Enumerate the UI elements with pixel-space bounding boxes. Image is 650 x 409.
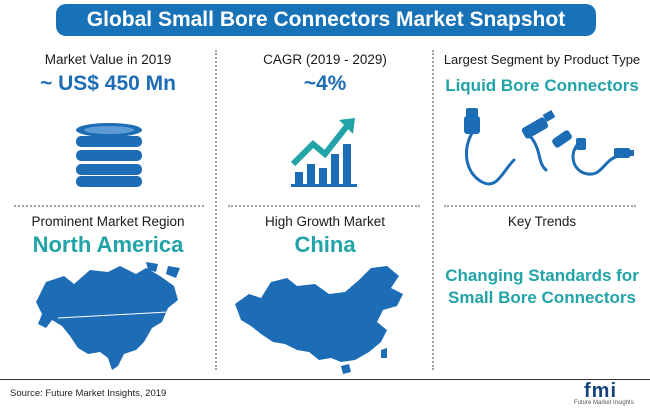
- market-value-amount: ~ US$ 450 Mn: [40, 72, 176, 95]
- fmi-logo: fmi Future Market Insights: [570, 380, 640, 408]
- column-divider-right: [432, 50, 434, 370]
- logo-subtitle: Future Market Insights: [574, 400, 634, 406]
- row-divider-left: [14, 205, 204, 207]
- column-divider-left: [215, 50, 217, 370]
- high-growth-value: China: [294, 232, 356, 257]
- north-america-map-icon: [36, 262, 180, 370]
- high-growth-cell: High Growth Market China: [217, 208, 433, 374]
- cagr-cell: CAGR (2019 - 2029) ~4%: [217, 42, 433, 208]
- row-divider-center: [228, 205, 420, 207]
- growth-chart-icon: [290, 118, 357, 187]
- key-trends-line-2: Small Bore Connectors: [448, 288, 636, 307]
- key-trends-line-1: Changing Standards for: [445, 266, 639, 285]
- largest-segment-value: Liquid Bore Connectors: [445, 76, 639, 95]
- cagr-label: CAGR (2019 - 2029): [263, 52, 387, 67]
- prominent-region-value: North America: [32, 232, 184, 257]
- market-value-cell: Market Value in 2019 ~ US$ 450 Mn: [0, 42, 216, 208]
- high-growth-label: High Growth Market: [264, 214, 386, 229]
- logo-text: fmi: [584, 380, 617, 402]
- page-title: Global Small Bore Connectors Market Snap…: [56, 4, 596, 36]
- prominent-region-cell: Prominent Market Region North America: [0, 208, 216, 374]
- largest-segment-label: Largest Segment by Product Type: [443, 52, 641, 67]
- source-note: Source: Future Market Insights, 2019: [10, 388, 167, 399]
- china-map-icon: [235, 266, 403, 374]
- key-trends-label: Key Trends: [507, 214, 577, 229]
- coin-stack-icon: [76, 123, 142, 187]
- cagr-value: ~4%: [303, 72, 347, 95]
- largest-segment-cell: Largest Segment by Product Type Liquid B…: [434, 42, 650, 208]
- market-value-label: Market Value in 2019: [44, 52, 172, 67]
- prominent-region-label: Prominent Market Region: [31, 214, 185, 229]
- row-divider-right: [444, 205, 636, 207]
- key-trends-cell: Key Trends Changing Standards for Small …: [434, 208, 650, 374]
- footer-divider: [0, 379, 650, 380]
- connector-icon: [464, 108, 634, 186]
